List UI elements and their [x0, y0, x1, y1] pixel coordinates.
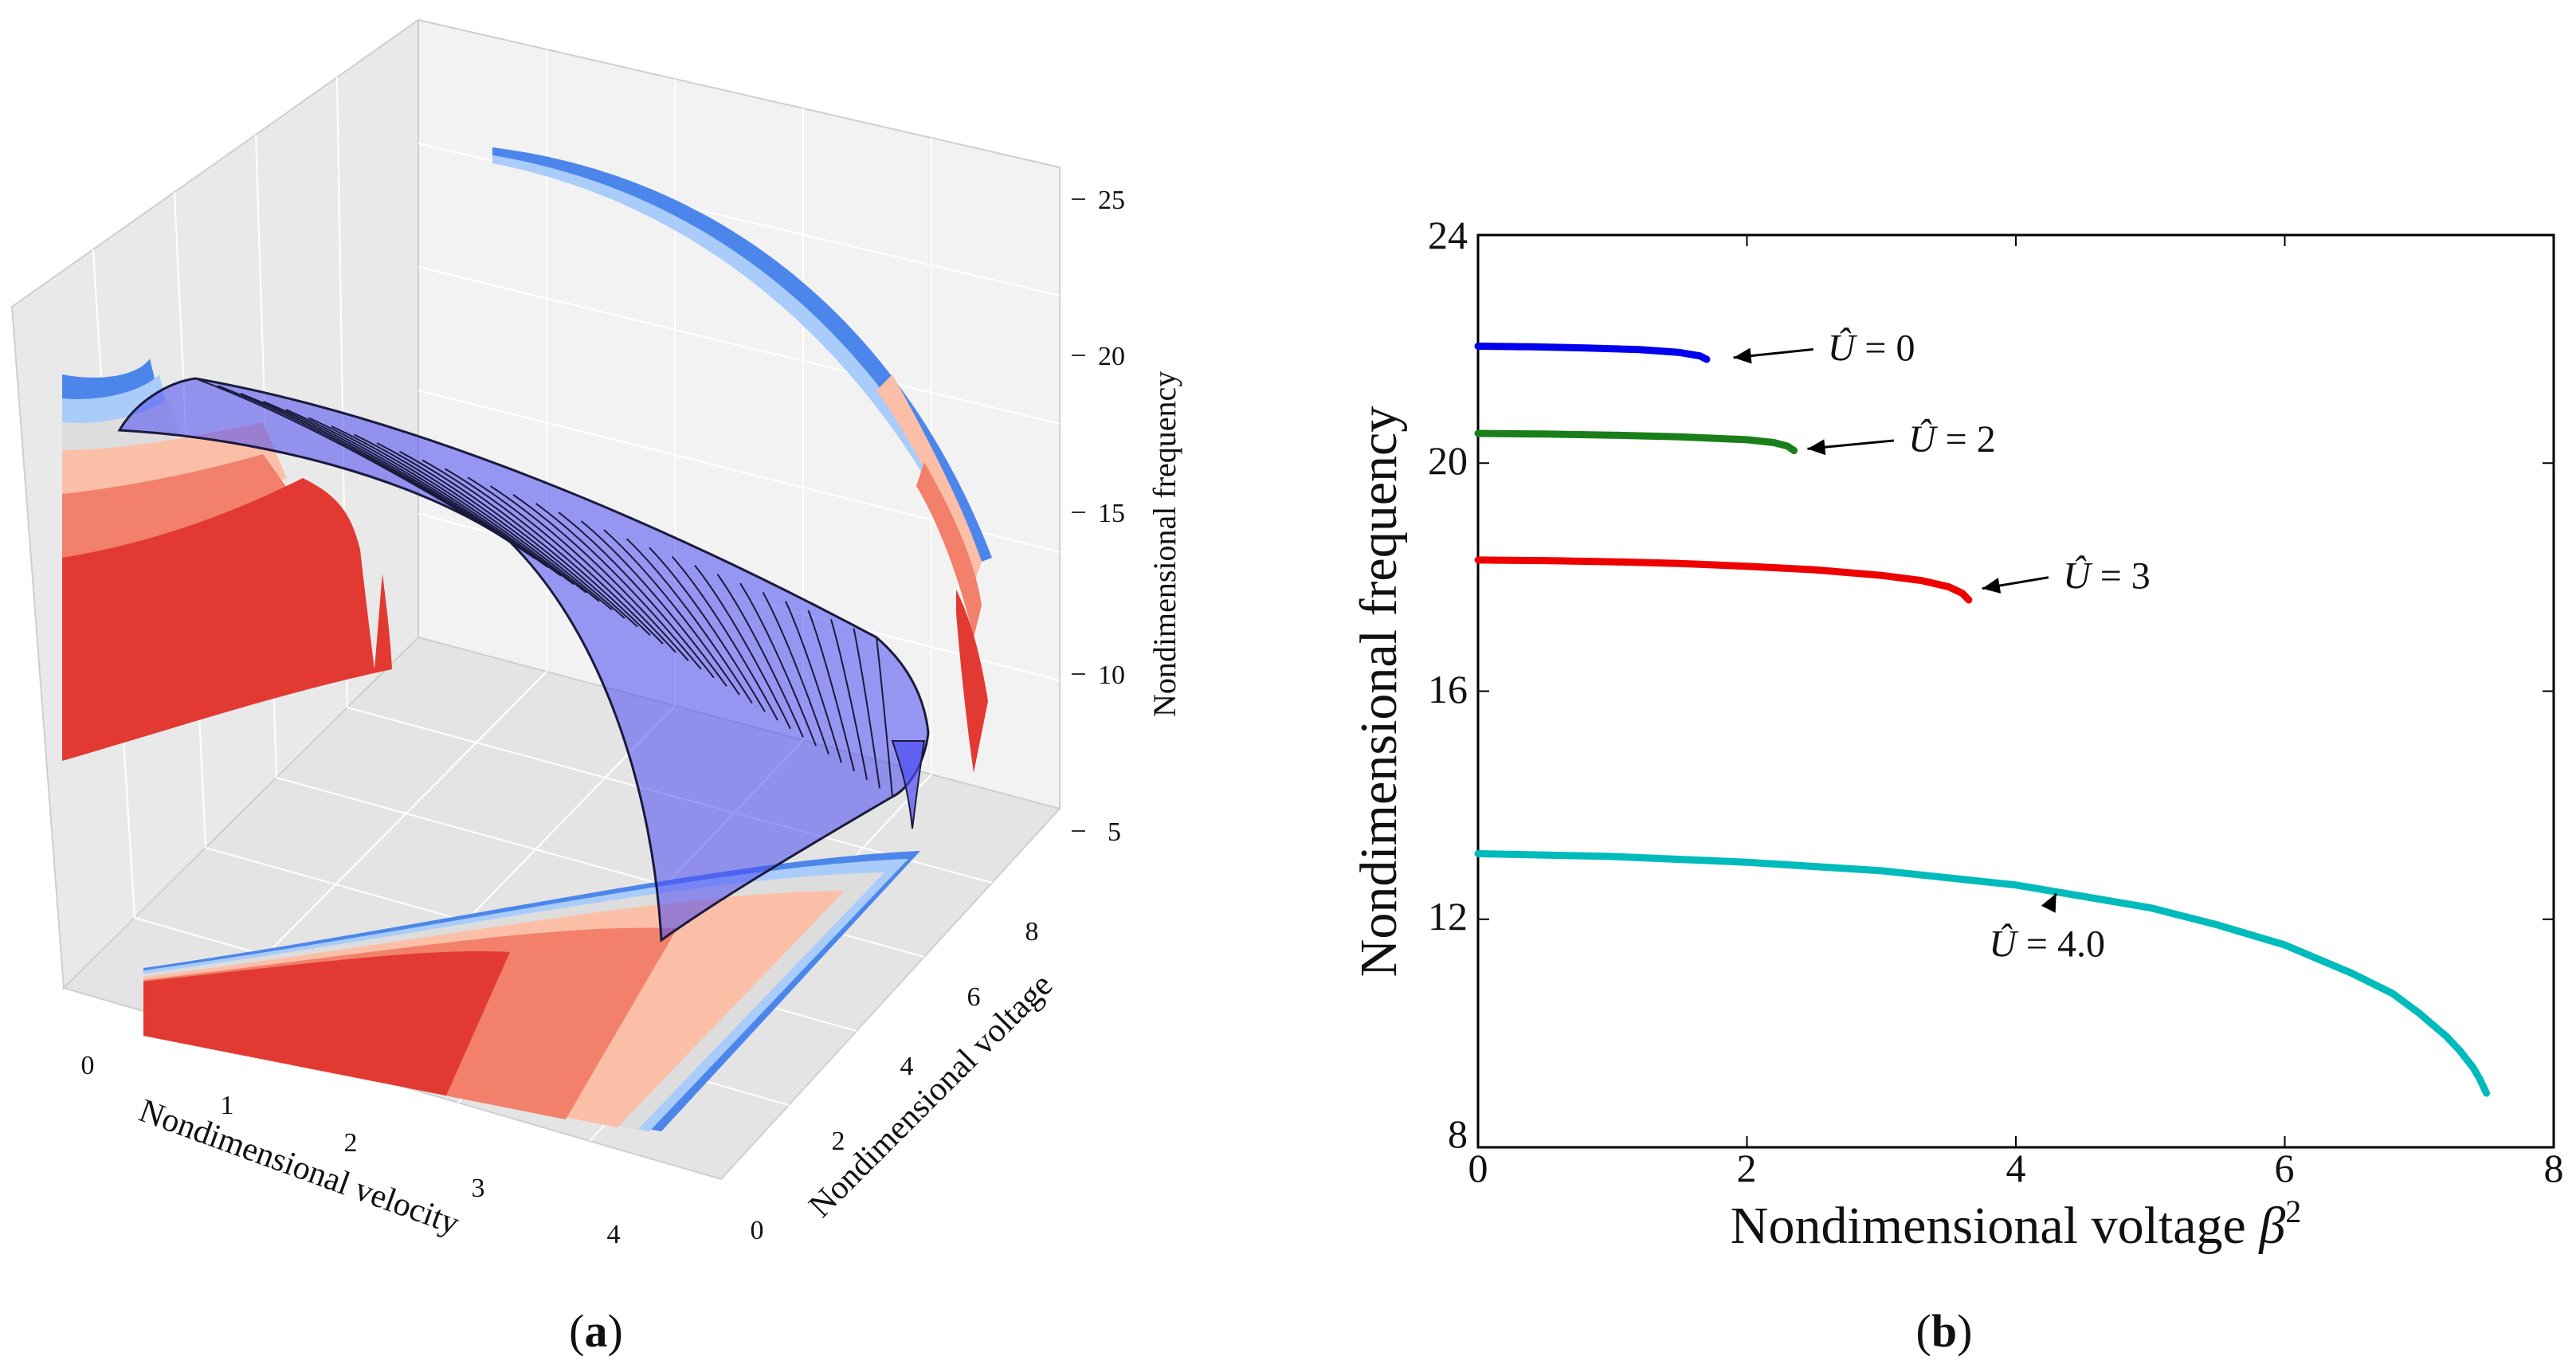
- y-tick-b-0: 8: [1448, 1111, 1468, 1156]
- back-wall-contour: [492, 147, 992, 773]
- annotation-arrowhead-3: [2041, 893, 2056, 913]
- surface-mesh-line: [489, 485, 676, 653]
- x-axis-label-b: Nondimensional voltage β2: [1731, 1194, 2301, 1255]
- surface-mesh-lines: [194, 378, 893, 798]
- z-tick-a-3: 20: [1098, 342, 1125, 371]
- caption-b: (b): [1916, 1305, 1973, 1357]
- annotation-arrowhead-1: [1807, 439, 1826, 456]
- y-tick-b-2: 16: [1428, 667, 1468, 711]
- surface-mesh-line: [762, 591, 829, 755]
- surface-mesh-line: [807, 610, 855, 772]
- surface-mesh-line: [671, 555, 778, 721]
- annotation-label-2: Û = 3: [2063, 555, 2151, 598]
- x-tick-b-4: 8: [2544, 1146, 2564, 1190]
- surface-mesh-line: [649, 547, 766, 712]
- x-axis-ticks-b: 0 2 4 6 8: [1468, 1146, 2564, 1190]
- surface-mesh-line: [625, 538, 753, 704]
- x-tick-a-2: 2: [344, 1128, 358, 1158]
- annotation-label-3: Û = 4.0: [1989, 922, 2105, 965]
- back-contour-dark-red: [956, 590, 988, 773]
- series-line-3: [1474, 850, 2491, 1097]
- plot-frame-b: [1476, 233, 2555, 1149]
- z-tick-a-0: 5: [1108, 817, 1121, 847]
- surface-mesh-line: [285, 409, 562, 577]
- surface-mesh-line: [535, 503, 702, 670]
- panel-a-3d-chart: 0 1 2 3 4 0 2 4 6 8 5 10 15 20 25 No: [10, 18, 1182, 1357]
- surface-mesh-line: [240, 392, 536, 560]
- x-tick-a-0: 0: [81, 1051, 95, 1080]
- surface-mesh-line: [739, 582, 817, 747]
- y-tick-b-4: 24: [1428, 213, 1468, 257]
- surface-mesh-line: [694, 565, 791, 730]
- surface-mesh-line: [467, 476, 664, 645]
- floor-contour-dark-red: [143, 951, 510, 1096]
- floor-contour: [143, 851, 920, 1131]
- y-tick-a-1: 2: [832, 1127, 845, 1156]
- series-lines: [1474, 343, 2491, 1097]
- surface-mesh-line: [354, 433, 600, 602]
- tick-marks-b: [1477, 234, 2554, 1148]
- series-line-0: [1474, 343, 1711, 363]
- annotation-label-1: Û = 2: [1908, 417, 1996, 461]
- x-tick-b-1: 2: [1737, 1146, 1757, 1190]
- x-tick-a-4: 4: [607, 1220, 621, 1249]
- left-wall-contour: [62, 359, 392, 761]
- grid-line: [418, 266, 1061, 425]
- surface-mesh-line: [830, 619, 868, 780]
- series-line-1: [1474, 429, 1798, 454]
- left-contour-dark-red: [62, 478, 392, 761]
- back-contour-red: [916, 462, 982, 637]
- surface-mesh-line: [512, 494, 689, 661]
- caption-a: (a): [569, 1305, 623, 1357]
- annotation-arrowhead-0: [1733, 347, 1752, 364]
- y-tick-a-3: 6: [967, 982, 981, 1012]
- surface-mesh-line: [785, 601, 842, 763]
- surface-mesh-line: [853, 628, 880, 789]
- surface-mesh-line: [308, 417, 574, 586]
- x-tick-a-3: 3: [472, 1174, 485, 1203]
- tick-marks-a: [1072, 198, 1085, 832]
- annotations: Û = 0 Û = 2 Û = 3 Û = 4.0: [1733, 326, 2151, 965]
- surface-mesh-line: [603, 529, 740, 696]
- y-tick-b-1: 12: [1428, 894, 1468, 939]
- z-axis-label-a: Nondimensional frequency: [1147, 371, 1182, 717]
- x-axis-label-a: Nondimensional velocity: [135, 1092, 465, 1242]
- y-tick-a-0: 0: [751, 1216, 764, 1245]
- frequency-surface: [117, 377, 930, 943]
- y-tick-a-4: 8: [1025, 917, 1039, 947]
- y-axis-ticks-b: 8 12 16 20 24: [1428, 213, 1468, 1156]
- surface-mesh-line: [421, 459, 638, 628]
- surface-mesh-line: [580, 520, 727, 687]
- z-tick-a-2: 15: [1098, 499, 1125, 528]
- surface-mesh-line: [716, 574, 804, 738]
- y-axis-ticks-a: 0 2 4 6 8: [751, 917, 1039, 1245]
- annotation-arrowhead-2: [1982, 578, 2002, 594]
- x-axis-ticks-a: 0 1 2 3 4: [81, 1051, 621, 1249]
- z-tick-a-4: 25: [1098, 186, 1125, 215]
- surface-mesh-line: [444, 468, 651, 637]
- surface-mesh-line: [263, 401, 549, 568]
- surface-mesh-line: [876, 637, 893, 798]
- y-tick-a-2: 4: [900, 1052, 914, 1081]
- surface-dip: [891, 740, 926, 829]
- surface-mesh-line: [331, 425, 587, 594]
- x-tick-b-3: 6: [2275, 1146, 2295, 1190]
- x-tick-b-2: 4: [2006, 1146, 2026, 1190]
- z-axis-ticks-a: 5 10 15 20 25: [1098, 186, 1125, 847]
- left-contour-red: [62, 454, 303, 574]
- y-tick-b-3: 20: [1428, 438, 1468, 483]
- x-tick-b-0: 0: [1468, 1146, 1488, 1190]
- surface-mesh-line: [376, 442, 613, 611]
- surface-mesh-line: [399, 450, 625, 619]
- series-line-2: [1474, 556, 1973, 604]
- surface-mesh-line: [558, 512, 715, 679]
- annotation-label-0: Û = 0: [1828, 326, 1915, 369]
- panel-b-line-chart: Û = 0 Û = 2 Û = 3 Û = 4.0 0 2 4 6 8 8 12 16…: [1350, 213, 2564, 1357]
- x-tick-a-1: 1: [221, 1091, 234, 1120]
- z-tick-a-1: 10: [1098, 660, 1125, 690]
- y-axis-label-b: Nondimensional frequency: [1350, 406, 1408, 978]
